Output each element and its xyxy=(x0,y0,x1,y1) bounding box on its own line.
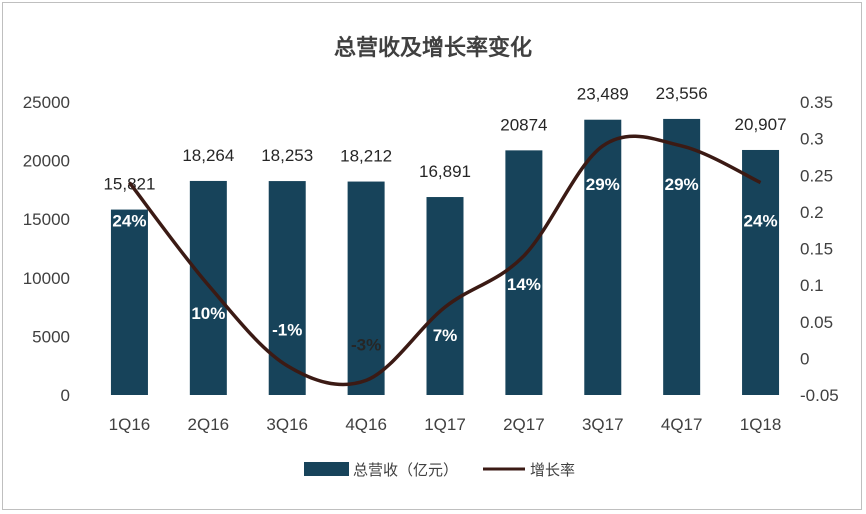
bar-1Q16 xyxy=(110,209,148,395)
y-right-tick-label: 0.3 xyxy=(800,130,824,149)
legend-label-revenue: 总营收（亿元） xyxy=(353,461,458,479)
x-tick-label: 4Q16 xyxy=(345,415,387,434)
x-tick-label: 1Q18 xyxy=(740,415,782,434)
bar-4Q16 xyxy=(347,181,385,395)
bar-value-label: 16,891 xyxy=(419,162,471,181)
growth-value-label: -3% xyxy=(351,335,381,354)
x-tick-label: 4Q17 xyxy=(661,415,703,434)
y-right-tick-label: -0.05 xyxy=(800,386,839,405)
growth-value-label: 24% xyxy=(112,212,146,231)
bar-3Q16 xyxy=(268,181,306,395)
growth-value-label: -1% xyxy=(272,321,302,340)
bar-series xyxy=(110,118,780,396)
growth-value-label: 7% xyxy=(433,326,458,345)
growth-value-label: 14% xyxy=(507,275,541,294)
y-right-tick-label: 0.15 xyxy=(800,240,833,259)
line-data-labels: 24% 10% -1% -3% 7% 14% 29% 29% 24% xyxy=(112,175,777,354)
bar-value-label: 18,253 xyxy=(261,146,313,165)
x-tick-label: 1Q16 xyxy=(109,415,151,434)
bar-value-label: 18,212 xyxy=(340,147,392,166)
bar-4Q17 xyxy=(663,118,701,396)
bar-1Q18 xyxy=(742,149,780,395)
y-axis-left: 0 5000 10000 15000 20000 25000 xyxy=(23,93,70,405)
y-left-tick-label: 15000 xyxy=(23,210,70,229)
y-right-tick-label: 0 xyxy=(800,349,809,368)
growth-value-label: 29% xyxy=(665,175,699,194)
legend-swatch-revenue xyxy=(304,462,349,476)
chart-title: 总营收及增长率变化 xyxy=(334,35,532,61)
y-axis-right: -0.05 0 0.05 0.1 0.15 0.2 0.25 0.3 0.35 xyxy=(800,93,839,405)
bar-2Q17 xyxy=(505,150,543,395)
x-tick-label: 2Q16 xyxy=(188,415,230,434)
bar-1Q17 xyxy=(426,197,464,395)
bar-value-label: 20,907 xyxy=(735,115,787,134)
legend: 总营收（亿元） 增长率 xyxy=(304,461,575,479)
growth-value-label: 10% xyxy=(191,304,225,323)
legend-label-growth: 增长率 xyxy=(530,461,575,479)
y-left-tick-label: 0 xyxy=(61,386,70,405)
y-right-tick-label: 0.25 xyxy=(800,166,833,185)
x-axis: 1Q16 2Q16 3Q16 4Q16 1Q17 2Q17 3Q17 4Q17 1Q18 xyxy=(109,415,782,434)
bar-value-label: 23,556 xyxy=(656,84,708,103)
y-left-tick-label: 5000 xyxy=(32,327,70,346)
bar-2Q16 xyxy=(189,180,227,395)
growth-line xyxy=(128,134,762,387)
bar-value-label: 23,489 xyxy=(577,85,629,104)
line-series xyxy=(128,134,762,387)
y-right-tick-label: 0.2 xyxy=(800,203,824,222)
y-right-tick-label: 0.05 xyxy=(800,313,833,332)
growth-value-label: 29% xyxy=(586,175,620,194)
growth-value-label: 24% xyxy=(744,212,778,231)
x-tick-label: 3Q17 xyxy=(582,415,624,434)
y-left-tick-label: 25000 xyxy=(23,93,70,112)
y-right-tick-label: 0.1 xyxy=(800,276,824,295)
x-tick-label: 3Q16 xyxy=(266,415,308,434)
bar-value-label: 18,264 xyxy=(182,146,234,165)
y-left-tick-label: 10000 xyxy=(23,269,70,288)
bar-value-label: 20874 xyxy=(500,115,547,134)
y-right-tick-label: 0.35 xyxy=(800,93,833,112)
bar-3Q17 xyxy=(584,119,622,395)
x-tick-label: 2Q17 xyxy=(503,415,545,434)
y-left-tick-label: 20000 xyxy=(23,152,70,171)
x-tick-label: 1Q17 xyxy=(424,415,466,434)
